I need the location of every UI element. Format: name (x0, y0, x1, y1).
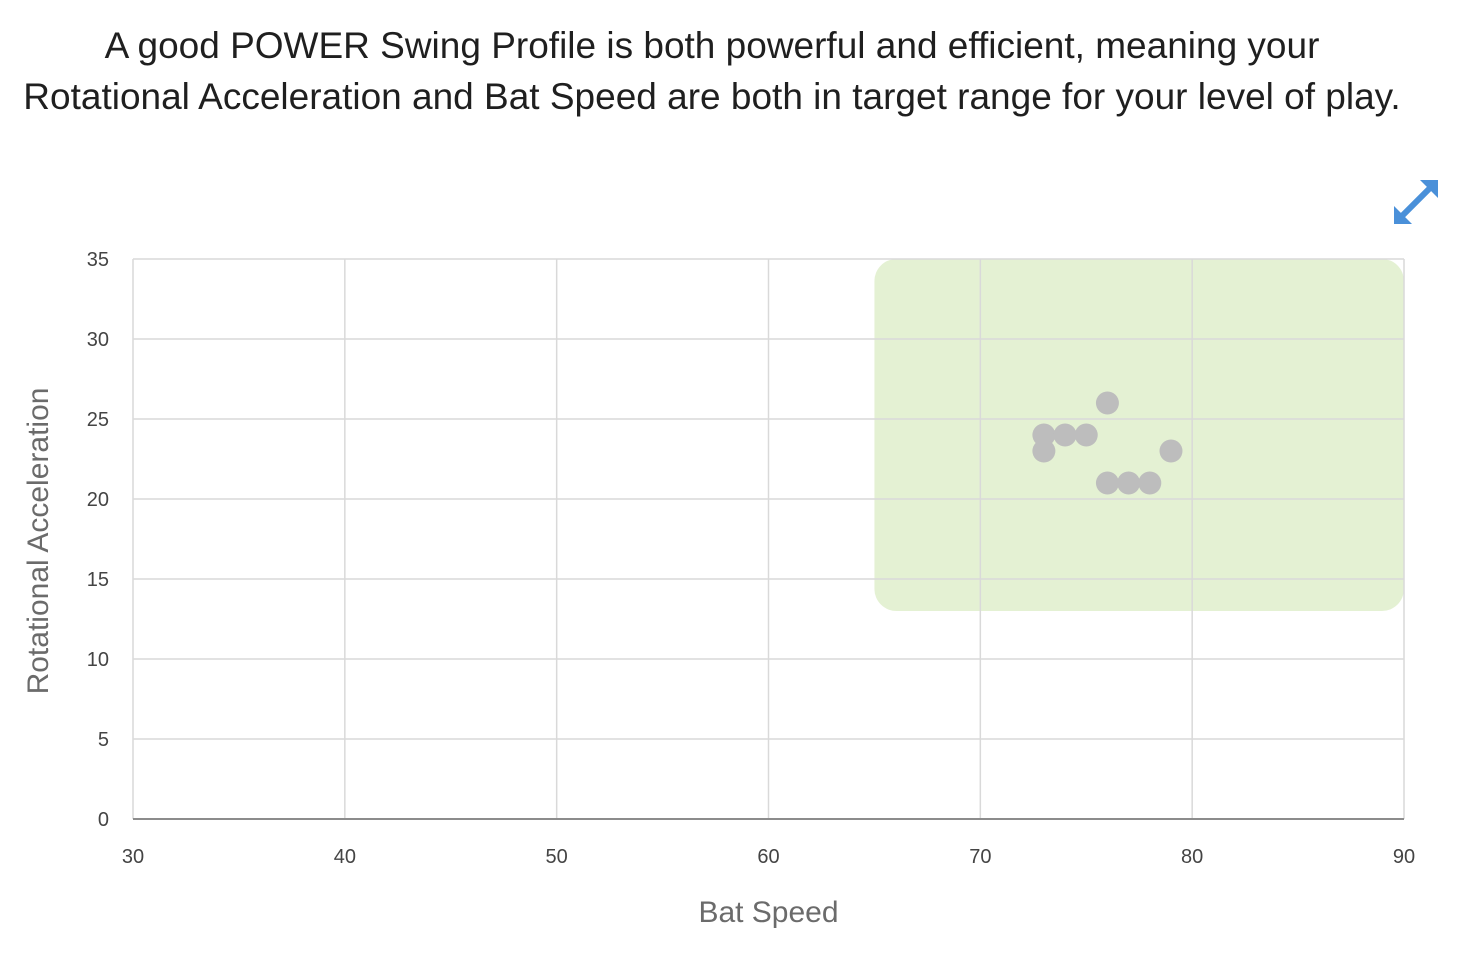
y-tick-label: 30 (87, 329, 109, 351)
y-axis-title: Rotational Acceleration (22, 388, 55, 695)
data-point[interactable] (1117, 471, 1141, 495)
y-tick-label: 20 (87, 489, 109, 511)
x-tick-label: 30 (122, 846, 144, 868)
x-tick-label: 70 (969, 846, 991, 868)
chart-description: A good POWER Swing Profile is both power… (23, 25, 1401, 117)
y-tick-label: 5 (98, 729, 109, 751)
y-tick-label: 10 (87, 649, 109, 671)
x-tick-label: 90 (1393, 846, 1415, 868)
x-tick-label: 60 (757, 846, 779, 868)
y-tick-label: 35 (87, 249, 109, 271)
data-point[interactable] (1053, 423, 1077, 447)
data-point[interactable] (1138, 471, 1162, 495)
data-point[interactable] (1032, 423, 1056, 447)
data-point[interactable] (1095, 471, 1119, 495)
x-tick-label: 80 (1181, 846, 1203, 868)
expand-button[interactable] (1390, 176, 1442, 228)
target-range-zone (874, 259, 1404, 611)
x-tick-label: 40 (334, 846, 356, 868)
data-point[interactable] (1032, 439, 1056, 463)
y-tick-label: 15 (87, 569, 109, 591)
expand-icon (1394, 180, 1438, 224)
data-point[interactable] (1095, 391, 1119, 415)
y-tick-label: 25 (87, 409, 109, 431)
x-tick-label: 50 (546, 846, 568, 868)
y-tick-label: 0 (98, 809, 109, 831)
data-point[interactable] (1074, 423, 1098, 447)
x-axis-title: Bat Speed (698, 896, 838, 929)
data-point[interactable] (1159, 439, 1183, 463)
